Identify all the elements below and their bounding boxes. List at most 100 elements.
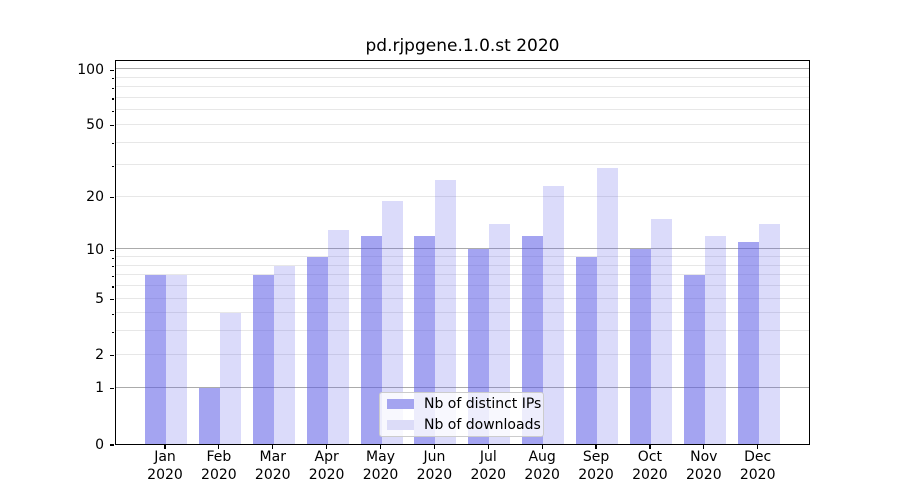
x-tick-label-aug: Aug 2020	[524, 449, 560, 483]
y-minor-tick-mark	[111, 142, 115, 145]
y-tick-label: 20	[86, 189, 104, 206]
x-tick-mark	[649, 445, 651, 449]
x-tick-mark	[433, 445, 435, 449]
y-tick-label: 50	[86, 117, 104, 134]
y-minor-tick-mark	[111, 286, 115, 288]
y-minor-tick-mark	[111, 110, 115, 112]
gridline-minor	[116, 86, 809, 88]
x-tick-mark	[164, 445, 166, 449]
bar-downloads-jul	[489, 224, 511, 444]
legend-swatch-distinct-ips	[387, 399, 414, 409]
legend-row-distinct-ips: Nb of distinct IPs	[387, 396, 541, 412]
bar-downloads-jun	[435, 179, 457, 444]
bar-downloads-apr	[327, 229, 349, 444]
y-minor-tick-mark	[111, 257, 115, 259]
gridline-major	[116, 68, 809, 70]
bar-distinct-ips-apr	[306, 257, 328, 444]
gridline-minor	[116, 109, 809, 111]
y-tick-label: 5	[95, 291, 104, 308]
x-tick-mark	[595, 445, 597, 449]
bar-distinct-ips-may	[360, 235, 382, 444]
x-tick-label-mar: Mar 2020	[254, 449, 291, 483]
y-tick-label: 0	[95, 436, 104, 453]
gridline-minor	[116, 285, 809, 287]
bars-layer	[116, 61, 809, 444]
gridline-minor	[116, 97, 809, 98]
x-tick-label-jun: Jun 2020	[416, 449, 453, 483]
x-tick-mark	[218, 445, 220, 449]
plot-area: Nb of distinct IPs Nb of downloads	[115, 60, 810, 445]
gridline-minor	[116, 297, 809, 299]
bar-distinct-ips-sep	[576, 257, 598, 444]
gridline-minor	[116, 264, 809, 266]
y-tick-label: 10	[86, 241, 104, 258]
x-tick-label-dec: Dec 2020	[739, 449, 776, 483]
bar-downloads-may	[381, 200, 403, 444]
y-minor-tick-mark	[111, 78, 115, 80]
y-minor-tick-mark	[111, 266, 115, 268]
gridline-major	[116, 248, 809, 250]
x-tick-label-apr: Apr 2020	[308, 449, 345, 483]
bar-downloads-oct	[650, 218, 672, 444]
x-tick-mark	[757, 445, 759, 449]
x-tick-mark	[541, 445, 543, 449]
x-tick-mark	[487, 445, 489, 449]
y-tick-mark	[110, 249, 115, 251]
gridline-minor	[116, 256, 809, 258]
bar-downloads-jan	[166, 275, 187, 444]
gridline-minor	[116, 164, 809, 166]
x-tick-label-nov: Nov 2020	[685, 449, 722, 483]
bar-distinct-ips-dec	[737, 242, 759, 444]
y-minor-tick-mark	[111, 355, 115, 357]
x-tick-label-feb: Feb 2020	[201, 449, 237, 483]
grid-layer	[116, 61, 809, 444]
y-tick-mark	[110, 69, 115, 71]
gridline-minor	[116, 141, 809, 143]
legend: Nb of distinct IPs Nb of downloads	[379, 392, 544, 437]
y-minor-tick-mark	[111, 125, 115, 127]
x-tick-label-sep: Sep 2020	[578, 449, 614, 483]
legend-label-downloads: Nb of downloads	[424, 417, 541, 433]
bar-distinct-ips-mar	[252, 275, 274, 444]
x-tick-mark	[379, 445, 382, 449]
bar-downloads-feb	[219, 313, 241, 444]
y-tick-label: 1	[95, 380, 104, 397]
y-tick-label: 2	[95, 347, 104, 364]
x-tick-label-oct: Oct 2020	[632, 449, 668, 483]
bar-distinct-ips-oct	[629, 249, 651, 444]
y-minor-tick-mark	[111, 275, 115, 277]
bar-distinct-ips-jun	[414, 235, 436, 444]
x-tick-mark	[272, 445, 274, 449]
y-minor-tick-mark	[111, 331, 115, 334]
y-minor-tick-mark	[111, 87, 115, 89]
gridline-minor	[116, 195, 809, 197]
y-tick-mark	[110, 444, 115, 446]
bar-downloads-mar	[273, 265, 295, 444]
bar-downloads-dec	[758, 224, 780, 444]
x-tick-mark	[703, 445, 705, 449]
gridline-minor	[116, 330, 809, 332]
x-tick-label-jan: Jan 2020	[147, 449, 183, 483]
bar-distinct-ips-nov	[683, 275, 705, 444]
y-tick-label: 100	[77, 61, 104, 78]
y-minor-tick-mark	[111, 197, 115, 199]
gridline-major	[116, 386, 809, 388]
bar-distinct-ips-feb	[198, 387, 220, 444]
legend-row-downloads: Nb of downloads	[387, 417, 541, 433]
y-minor-tick-mark	[111, 165, 115, 167]
x-tick-mark	[326, 445, 328, 449]
bar-downloads-nov	[704, 235, 726, 444]
legend-swatch-downloads	[387, 420, 414, 430]
y-minor-tick-mark	[111, 298, 115, 301]
gridline-minor	[116, 274, 809, 276]
y-minor-tick-mark	[111, 313, 115, 315]
y-minor-tick-mark	[111, 98, 115, 100]
bar-downloads-sep	[597, 167, 619, 444]
gridline-minor	[116, 123, 809, 125]
bar-distinct-ips-aug	[522, 235, 544, 444]
gridline-minor	[116, 312, 809, 314]
gridline-minor	[116, 353, 809, 355]
x-tick-label-jul: Jul 2020	[470, 449, 507, 483]
gridline-minor	[116, 76, 809, 78]
